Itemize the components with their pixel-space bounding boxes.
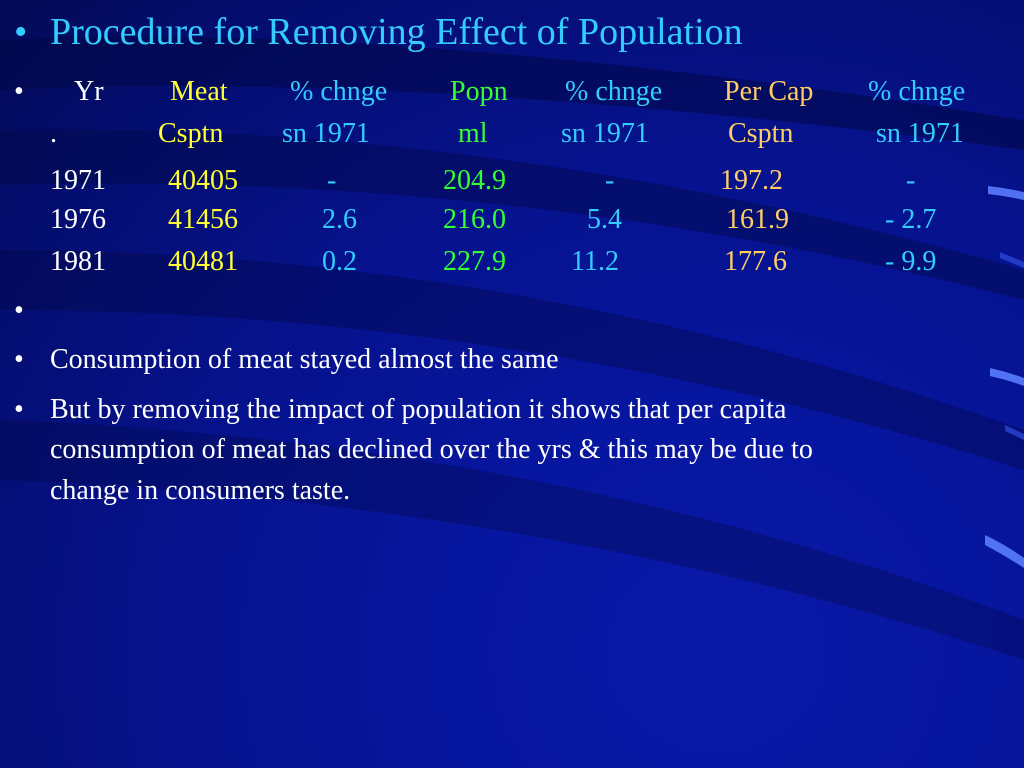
table-row-1971-per-capita: 197.2 [720, 165, 783, 196]
bullet-1-marker: • [14, 344, 24, 375]
table-row-1971-popn-change: - [605, 165, 615, 196]
bullet-2-text-line-3: change in consumers taste. [50, 475, 351, 506]
header-per-capita-change: % chnge [868, 76, 966, 107]
header-popn-change: % chnge [565, 76, 663, 107]
table-row-1976-meat: 41456 [168, 204, 238, 235]
header-popn-sub: ml [458, 118, 488, 149]
table-row-1976-yr: 1976 [50, 204, 106, 235]
header-popn-change-sub: sn 1971 [561, 118, 649, 149]
header-meat: Meat [170, 76, 228, 107]
title-bullet: • [14, 11, 28, 53]
table-bullet: • [14, 76, 24, 107]
bullet-2-text-line-1: But by removing the impact of population… [50, 394, 787, 425]
table-row-1976-popn-change: 5.4 [587, 204, 622, 235]
header-per-capita-sub: Csptn [728, 118, 794, 149]
bullet-2-text-line-2: consumption of meat has declined over th… [50, 434, 813, 465]
empty-bullet: • [14, 295, 24, 326]
table-row-1981-popn: 227.9 [443, 246, 506, 277]
table-row-1976-meat-change: 2.6 [322, 204, 357, 235]
header-per-capita: Per Cap [724, 76, 814, 107]
slide-title: • Procedure for Removing Effect of Popula… [14, 10, 743, 54]
table-row-1971-meat-change: - [327, 165, 337, 196]
header-yr-sub: . [50, 118, 57, 149]
table-row-1976-per-capita-change: - 2.7 [885, 204, 937, 235]
table-row-1971-meat: 40405 [168, 165, 238, 196]
bullet-1-text: Consumption of meat stayed almost the sa… [50, 344, 559, 375]
bullet-2-marker: • [14, 394, 24, 425]
table-row-1981-meat: 40481 [168, 246, 238, 277]
table-row-1976-per-capita: 161.9 [726, 204, 789, 235]
table-row-1981-per-capita: 177.6 [724, 246, 787, 277]
table-row-1971-popn: 204.9 [443, 165, 506, 196]
header-per-capita-change-sub: sn 1971 [876, 118, 964, 149]
table-row-1981-popn-change: 11.2 [571, 246, 619, 277]
table-row-1981-meat-change: 0.2 [322, 246, 357, 277]
table-row-1976-popn: 216.0 [443, 204, 506, 235]
table-row-1981-per-capita-change: - 9.9 [885, 246, 937, 277]
title-text: Procedure for Removing Effect of Populat… [50, 11, 743, 53]
table-row-1971-yr: 1971 [50, 165, 106, 196]
header-meat-change: % chnge [290, 76, 388, 107]
header-yr: Yr [74, 76, 104, 107]
table-row-1971-per-capita-change: - [906, 165, 916, 196]
header-meat-change-sub: sn 1971 [282, 118, 370, 149]
header-meat-sub: Csptn [158, 118, 224, 149]
header-popn: Popn [450, 76, 508, 107]
table-row-1981-yr: 1981 [50, 246, 106, 277]
